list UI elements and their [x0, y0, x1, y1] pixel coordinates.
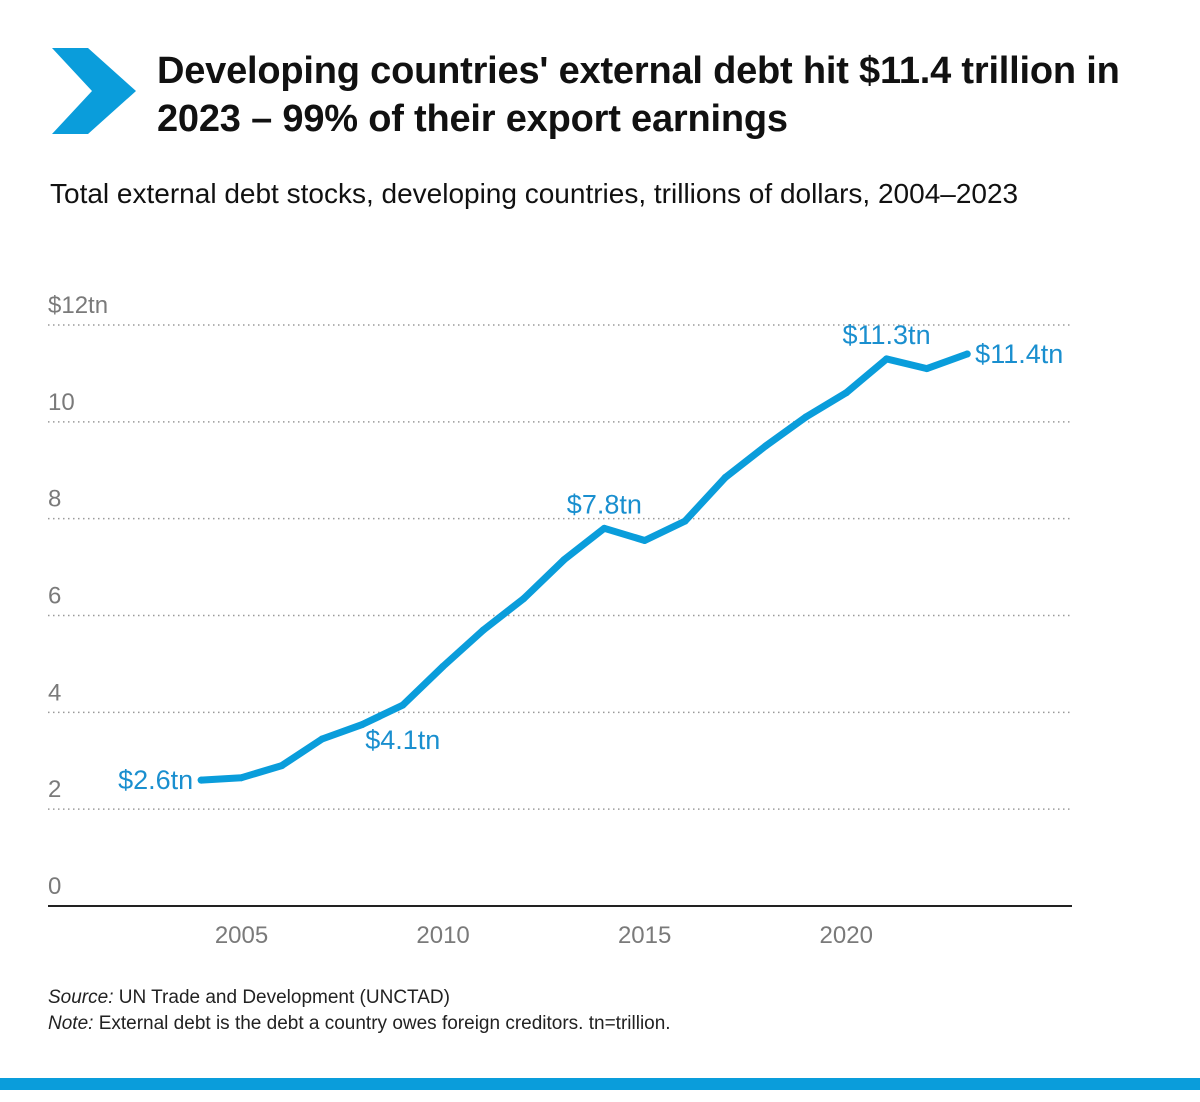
note-line: Note: External debt is the debt a countr… — [48, 1011, 1148, 1037]
data-point — [399, 701, 407, 709]
data-point — [197, 776, 205, 784]
data-point — [923, 365, 931, 373]
line-chart: 0 2 4 6 8 10 $12tn 2005 2010 2015 2020 $2.6tn $4.1tn… — [48, 292, 1072, 949]
y-tick-label: $12tn — [48, 292, 108, 319]
data-point — [883, 355, 891, 363]
data-point — [802, 413, 810, 421]
data-label: $11.4tn — [975, 339, 1063, 369]
footer-notes: Source: UN Trade and Development (UNCTAD… — [48, 985, 1148, 1037]
data-point — [641, 536, 649, 544]
data-point — [842, 389, 850, 397]
bottom-accent-bar — [0, 1078, 1200, 1090]
x-tick-label: 2020 — [820, 922, 873, 949]
data-point — [439, 662, 447, 670]
data-point — [600, 524, 608, 532]
y-tick-label: 4 — [48, 679, 61, 706]
data-point — [681, 517, 689, 525]
note-text: External debt is the debt a country owes… — [98, 1013, 671, 1034]
source-label: Source: — [48, 987, 114, 1008]
data-point — [721, 474, 729, 482]
data-label: $11.3tn — [843, 320, 931, 350]
x-tick-label: 2010 — [416, 922, 469, 949]
x-tick-label: 2005 — [215, 922, 268, 949]
data-point — [238, 774, 246, 782]
source-text: UN Trade and Development (UNCTAD) — [118, 987, 450, 1008]
data-point — [520, 595, 528, 603]
note-label: Note: — [48, 1013, 94, 1034]
data-point — [358, 720, 366, 728]
data-point — [479, 626, 487, 634]
data-point — [560, 556, 568, 564]
data-point — [762, 442, 770, 450]
y-tick-label: 2 — [48, 776, 61, 803]
y-tick-label: 0 — [48, 873, 61, 900]
chart-title: Developing countries' external debt hit … — [157, 50, 1120, 140]
y-tick-label: 10 — [48, 389, 75, 416]
data-point — [318, 735, 326, 743]
data-label: $7.8tn — [567, 489, 642, 519]
y-tick-label: 8 — [48, 486, 61, 513]
chart-subtitle: Total external debt stocks, developing c… — [50, 178, 1019, 209]
y-tick-label: 6 — [48, 583, 61, 610]
data-label: $4.1tn — [365, 725, 440, 755]
debt-series-line — [197, 350, 971, 784]
data-label: $2.6tn — [118, 765, 193, 795]
data-point — [963, 350, 971, 358]
source-line: Source: UN Trade and Development (UNCTAD… — [48, 985, 1148, 1011]
chevron-right-icon — [52, 48, 136, 134]
data-point — [278, 762, 286, 770]
x-tick-label: 2015 — [618, 922, 671, 949]
